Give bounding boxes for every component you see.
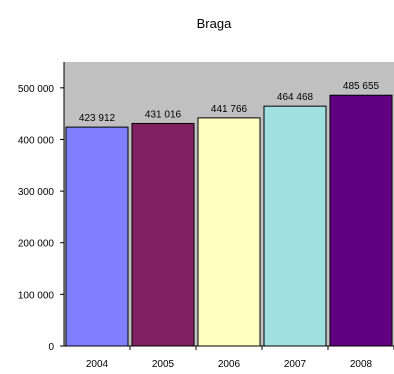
- data-label-2007: 464 468: [277, 92, 314, 103]
- y-tick-label: 0: [48, 342, 54, 353]
- data-label-2004: 423 912: [79, 113, 116, 124]
- y-tick-label: 500 000: [18, 84, 55, 95]
- bar-2008: [329, 94, 393, 347]
- x-tick-label-2008: 2008: [350, 359, 373, 370]
- data-label-2005: 431 016: [145, 109, 182, 120]
- data-label-2008: 485 655: [343, 81, 380, 92]
- bar-2007: [263, 105, 327, 347]
- x-tick-label-2005: 2005: [152, 359, 175, 370]
- y-tick-label: 200 000: [18, 239, 55, 250]
- y-tick-label: 400 000: [18, 135, 55, 146]
- x-tick-label-2006: 2006: [218, 359, 241, 370]
- bar-2006: [197, 117, 261, 347]
- y-tick-label: 100 000: [18, 290, 55, 301]
- bar-2004: [65, 126, 129, 347]
- x-tick-label-2007: 2007: [284, 359, 307, 370]
- x-tick-label-2004: 2004: [86, 359, 109, 370]
- data-label-2006: 441 766: [211, 104, 248, 115]
- y-tick-label: 300 000: [18, 187, 55, 198]
- chart-title: Braga: [197, 16, 232, 31]
- bar-2005: [131, 122, 195, 347]
